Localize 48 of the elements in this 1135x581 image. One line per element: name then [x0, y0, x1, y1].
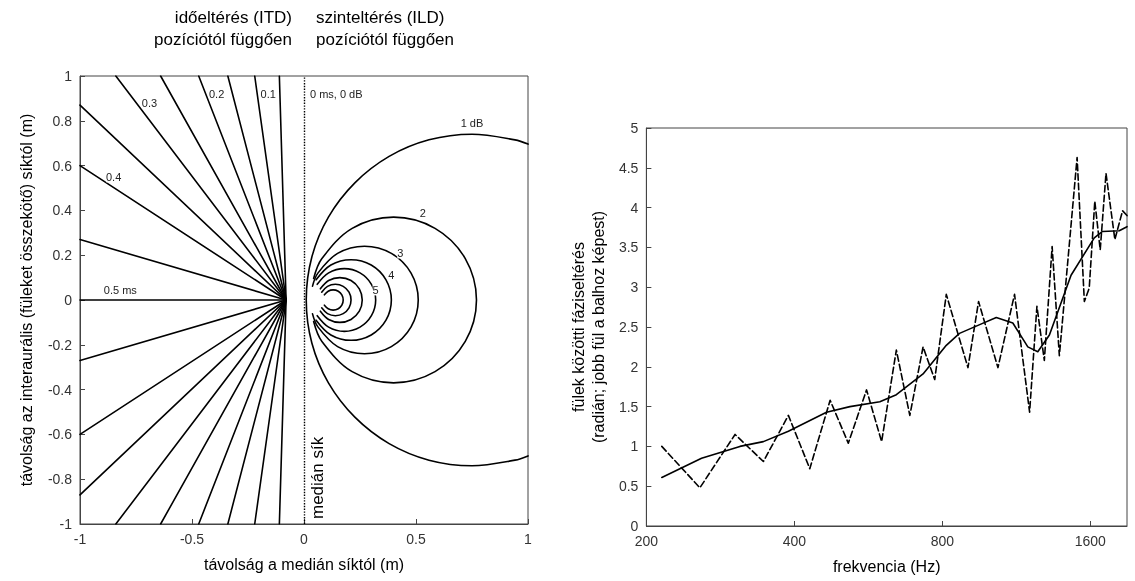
y-tick-label: 0.8: [52, 112, 73, 129]
y-tick-label: 3.5: [618, 239, 639, 256]
y-tick-label: 0.2: [52, 247, 73, 264]
y-tick-label: -1: [59, 516, 73, 532]
y-tick-label: 5: [630, 120, 639, 136]
y-tick-label: 2: [630, 358, 639, 375]
y-axis-title: távolság az interaurális (füleket összekötő) síktól (m): [18, 113, 36, 487]
annotation: 1 dB: [460, 117, 484, 130]
y-tick-label: 0.6: [52, 157, 73, 174]
annotation: 0.5 ms: [103, 283, 138, 296]
x-tick-label: 0: [300, 531, 309, 547]
x-axis-title: távolság a medián síktól (m): [203, 555, 405, 573]
annotation: 0.3: [141, 96, 158, 109]
ref-line-label: medián sík: [308, 436, 327, 519]
y-tick-label: -0.6: [47, 426, 73, 443]
y-tick-label: 2.5: [618, 319, 639, 335]
y-tick-label: 0.4: [52, 202, 73, 219]
x-tick-label: 200: [634, 533, 659, 549]
x-tick-label: 800: [930, 533, 955, 549]
y-tick-label: -0.8: [47, 471, 73, 488]
annotation: 5: [372, 283, 379, 296]
annotation: 4: [388, 269, 395, 282]
text: időeltérés (ITD) pozíciótól függően: [154, 7, 292, 49]
annotation: 3: [397, 246, 404, 259]
annotation: 0.2: [208, 87, 225, 100]
x-tick-label: 1: [524, 531, 533, 547]
text: szinteltérés (ILD) pozíciótól függően: [316, 7, 454, 49]
y-tick-label: 3: [630, 279, 639, 296]
y-tick-label: 4.5: [618, 159, 639, 176]
y-tick-label: 0: [630, 518, 639, 534]
x-tick-label: 1600: [1074, 533, 1107, 549]
x-tick-label: -0.5: [179, 531, 205, 547]
y-tick-label: 1: [630, 438, 639, 455]
y-tick-label: -0.2: [47, 336, 73, 353]
y-tick-label: -0.4: [47, 381, 73, 398]
y-tick-label: 1: [64, 68, 73, 84]
x-axis-title: frekvencia (Hz): [832, 557, 941, 575]
y-axis-title: fülek közötti fáziseltérés (radián; jobb fül a balhoz képest): [569, 210, 607, 444]
annotation: 0.1: [260, 87, 276, 100]
y-tick-label: 0: [64, 292, 73, 308]
annotation: 0.4: [105, 170, 122, 183]
y-tick-label: 4: [630, 199, 639, 216]
y-tick-label: 1.5: [618, 398, 639, 415]
y-tick-label: 0.5: [618, 478, 639, 495]
annotation: 2: [419, 206, 426, 219]
x-tick-label: 0.5: [406, 531, 426, 547]
x-tick-label: 400: [782, 533, 807, 549]
annotation: 0 ms, 0 dB: [310, 87, 363, 100]
